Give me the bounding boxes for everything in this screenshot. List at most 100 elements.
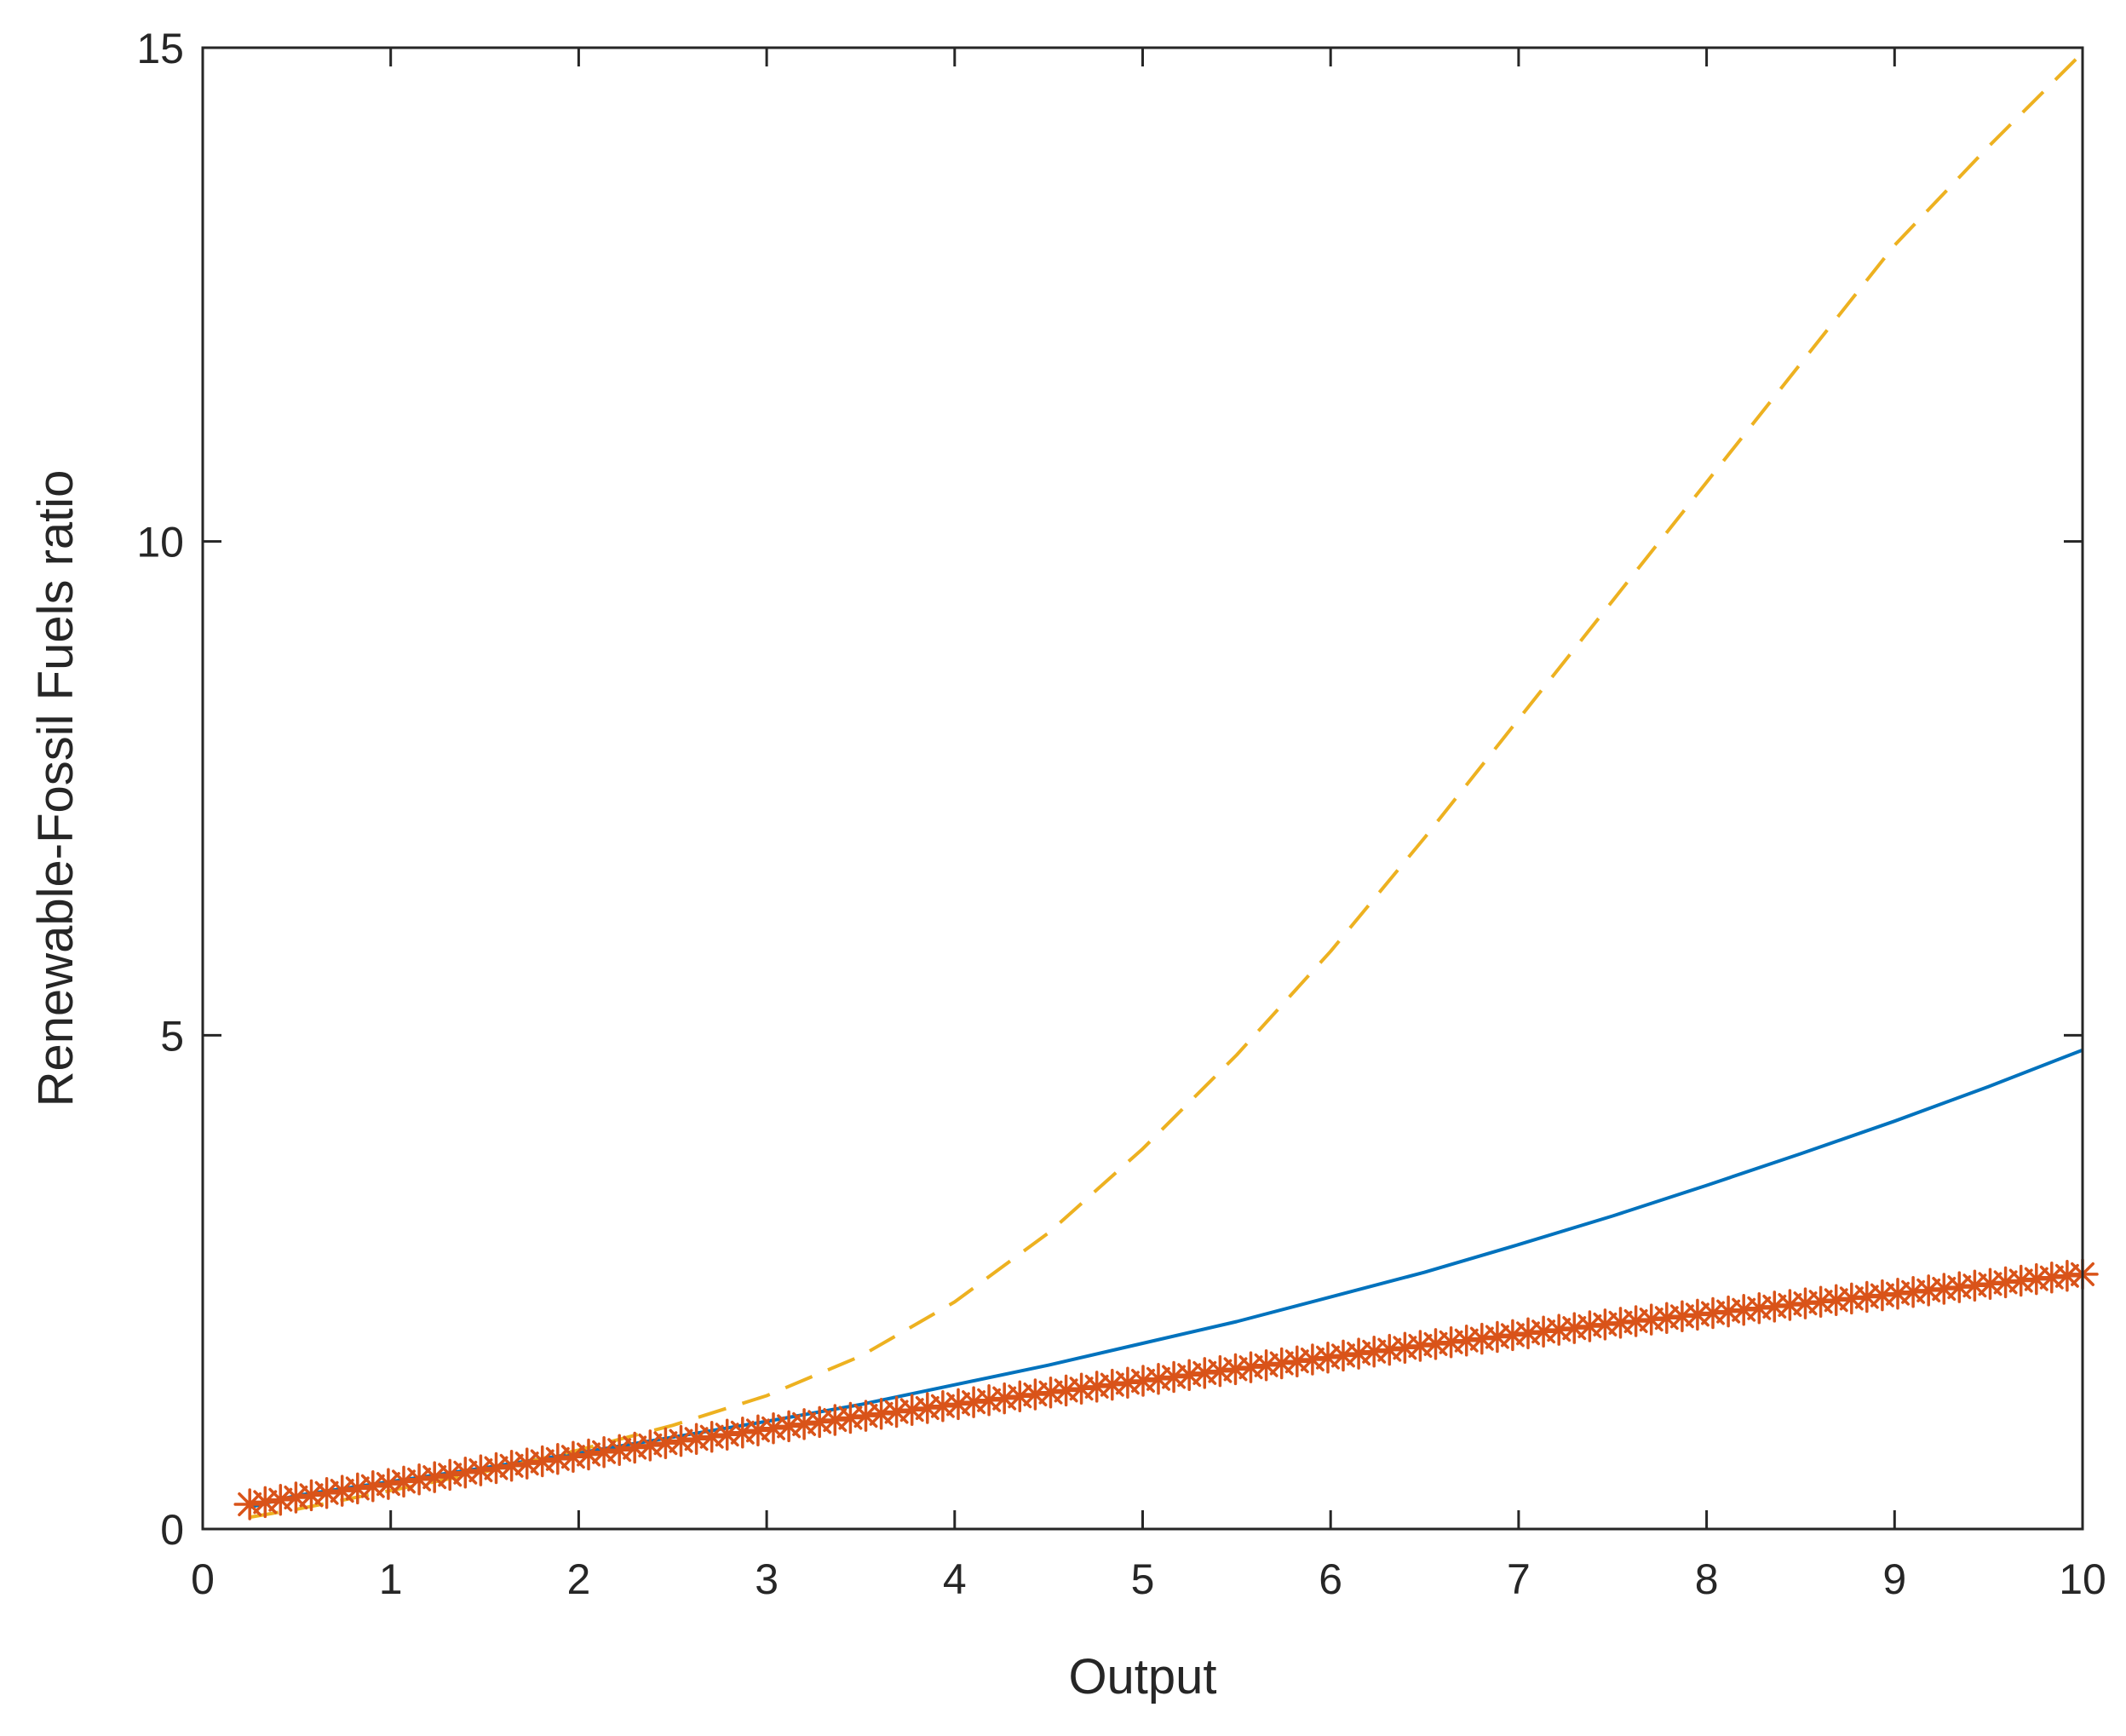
asterisk-marker <box>310 1476 343 1509</box>
asterisk-marker <box>649 1427 682 1459</box>
asterisk-marker <box>1928 1273 1961 1305</box>
asterisk-marker <box>434 1458 466 1492</box>
y-tick-label: 5 <box>160 1012 184 1060</box>
asterisk-marker <box>1773 1289 1807 1321</box>
asterisk-marker <box>1558 1312 1591 1344</box>
asterisk-marker <box>357 1469 389 1503</box>
asterisk-marker <box>849 1400 882 1432</box>
asterisk-marker <box>1804 1285 1837 1318</box>
series-layer <box>233 51 2099 1520</box>
asterisk-marker <box>1589 1308 1622 1341</box>
asterisk-marker <box>295 1479 328 1512</box>
asterisk-marker <box>279 1481 313 1514</box>
asterisk-marker <box>526 1445 559 1478</box>
y-tick-label: 0 <box>160 1506 184 1554</box>
asterisk-marker <box>1250 1349 1283 1382</box>
asterisk-marker <box>1619 1305 1652 1337</box>
y-axis-label: Renewable-Fossil Fuels ratio <box>28 470 83 1107</box>
asterisk-marker <box>1481 1320 1514 1354</box>
x-tick-label: 9 <box>1882 1555 1906 1603</box>
asterisk-marker <box>710 1418 744 1451</box>
asterisk-marker <box>1497 1319 1529 1352</box>
asterisk-marker <box>495 1450 528 1482</box>
asterisk-marker <box>1450 1324 1483 1357</box>
asterisk-marker <box>403 1463 435 1496</box>
asterisk-marker <box>1373 1333 1406 1366</box>
asterisk-marker <box>1142 1363 1175 1395</box>
asterisk-marker <box>1358 1336 1390 1368</box>
asterisk-marker <box>927 1389 959 1423</box>
asterisk-marker <box>372 1468 405 1500</box>
asterisk-marker <box>1312 1341 1344 1374</box>
asterisk-marker <box>1404 1330 1437 1362</box>
asterisk-marker <box>1419 1328 1452 1360</box>
y-tick-label: 10 <box>136 519 184 566</box>
asterisk-marker <box>634 1429 667 1462</box>
asterisk-marker <box>557 1440 589 1473</box>
asterisk-marker <box>1882 1277 1914 1310</box>
asterisk-marker <box>1034 1376 1067 1409</box>
asterisk-marker <box>1327 1339 1359 1372</box>
asterisk-marker <box>1743 1292 1776 1325</box>
asterisk-marker <box>1065 1372 1098 1405</box>
asterisk-marker <box>834 1401 867 1434</box>
x-tick-label: 1 <box>379 1555 403 1603</box>
asterisk-marker <box>1681 1298 1714 1331</box>
asterisk-marker <box>325 1474 359 1507</box>
asterisk-marker <box>572 1438 605 1471</box>
asterisk-marker <box>1666 1300 1698 1333</box>
asterisk-marker <box>1789 1287 1822 1319</box>
asterisk-marker <box>1204 1354 1237 1388</box>
asterisk-marker <box>618 1431 651 1464</box>
asterisk-marker <box>695 1420 728 1453</box>
asterisk-marker <box>819 1404 852 1436</box>
asterisk-marker <box>1080 1371 1113 1403</box>
asterisk-marker <box>1049 1374 1083 1407</box>
x-tick-label: 10 <box>2059 1555 2106 1603</box>
x-axis-label: Output <box>1068 1649 1216 1704</box>
asterisk-marker <box>1958 1269 1991 1302</box>
asterisk-marker <box>895 1394 928 1426</box>
asterisk-marker <box>1573 1310 1606 1342</box>
asterisk-marker <box>588 1436 620 1469</box>
asterisk-marker <box>1604 1307 1637 1339</box>
asterisk-marker <box>1234 1351 1267 1383</box>
asterisk-marker <box>1727 1293 1760 1326</box>
asterisk-marker <box>1019 1378 1052 1411</box>
series-markers-2 <box>233 1258 2099 1520</box>
asterisk-marker <box>957 1386 990 1418</box>
asterisk-marker <box>1188 1357 1221 1389</box>
asterisk-marker <box>449 1457 482 1489</box>
asterisk-marker <box>480 1451 513 1485</box>
asterisk-marker <box>1527 1315 1560 1348</box>
asterisk-marker <box>1635 1303 1668 1336</box>
series-line-3 <box>249 51 2084 1520</box>
x-tick-label: 5 <box>1131 1555 1155 1603</box>
asterisk-marker <box>1281 1345 1313 1377</box>
asterisk-marker <box>388 1465 420 1498</box>
asterisk-marker <box>880 1395 913 1428</box>
asterisk-marker <box>1651 1302 1683 1334</box>
asterisk-marker <box>464 1454 497 1486</box>
asterisk-marker <box>1342 1337 1375 1370</box>
asterisk-marker <box>1127 1365 1159 1397</box>
asterisk-marker <box>911 1392 944 1424</box>
asterisk-marker <box>1897 1276 1929 1308</box>
asterisk-marker <box>1836 1282 1868 1315</box>
asterisk-marker <box>803 1405 836 1439</box>
asterisk-marker <box>603 1434 635 1466</box>
asterisk-marker <box>1697 1296 1729 1330</box>
x-tick-label: 2 <box>566 1555 590 1603</box>
asterisk-marker <box>542 1443 574 1475</box>
asterisk-marker <box>1989 1266 2022 1299</box>
asterisk-marker <box>418 1461 451 1493</box>
asterisk-marker <box>742 1414 774 1447</box>
asterisk-marker <box>2036 1261 2068 1294</box>
asterisk-marker <box>1543 1313 1575 1346</box>
asterisk-marker <box>757 1412 790 1445</box>
asterisk-marker <box>1296 1343 1329 1376</box>
asterisk-marker <box>510 1447 543 1480</box>
asterisk-marker <box>1466 1322 1498 1355</box>
